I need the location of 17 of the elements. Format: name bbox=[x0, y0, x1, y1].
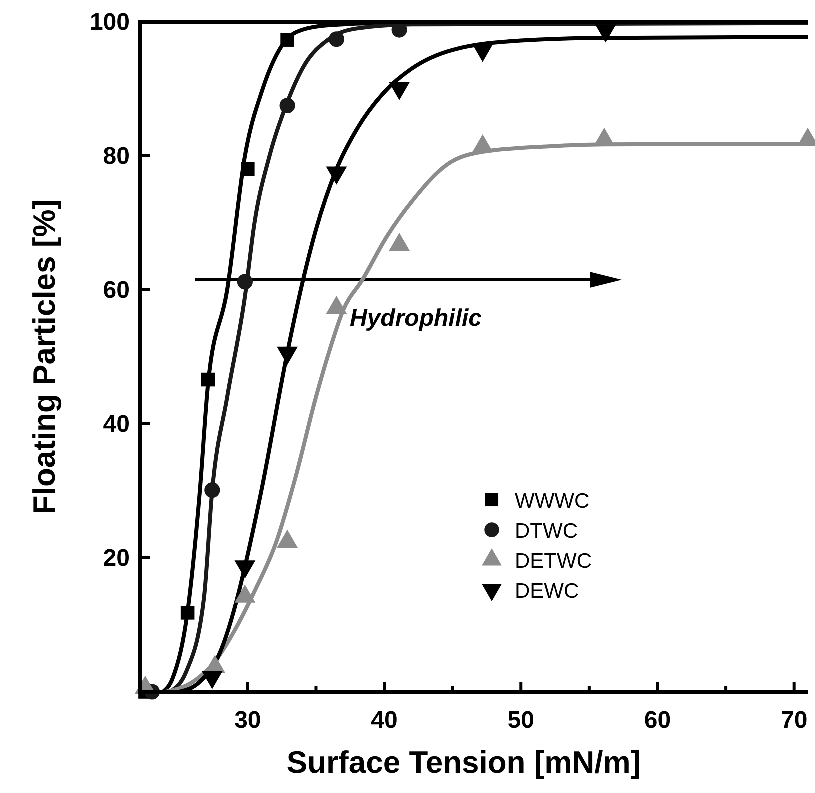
legend-label: DTWC bbox=[515, 520, 578, 543]
y-tick-label: 20 bbox=[103, 545, 130, 572]
legend-label: WWWC bbox=[515, 490, 590, 513]
x-axis-title: Surface Tension [mN/m] bbox=[286, 745, 642, 780]
legend-label: DEWC bbox=[515, 580, 580, 603]
legend-label: DETWC bbox=[515, 550, 592, 573]
y-tick-label: 40 bbox=[103, 411, 130, 438]
x-tick-label: 40 bbox=[371, 707, 398, 734]
x-tick-label: 50 bbox=[508, 707, 534, 734]
x-tick-label: 60 bbox=[644, 707, 672, 734]
x-tick-label: 70 bbox=[780, 707, 808, 734]
x-tick-label: 30 bbox=[234, 707, 262, 734]
annotation: Hydrophilic bbox=[350, 304, 482, 332]
y-tick-label: 80 bbox=[103, 143, 130, 170]
y-tick-label: 60 bbox=[103, 277, 130, 304]
y-axis-title: Floating Particles [%] bbox=[27, 199, 62, 515]
y-tick-label: 100 bbox=[90, 9, 130, 36]
